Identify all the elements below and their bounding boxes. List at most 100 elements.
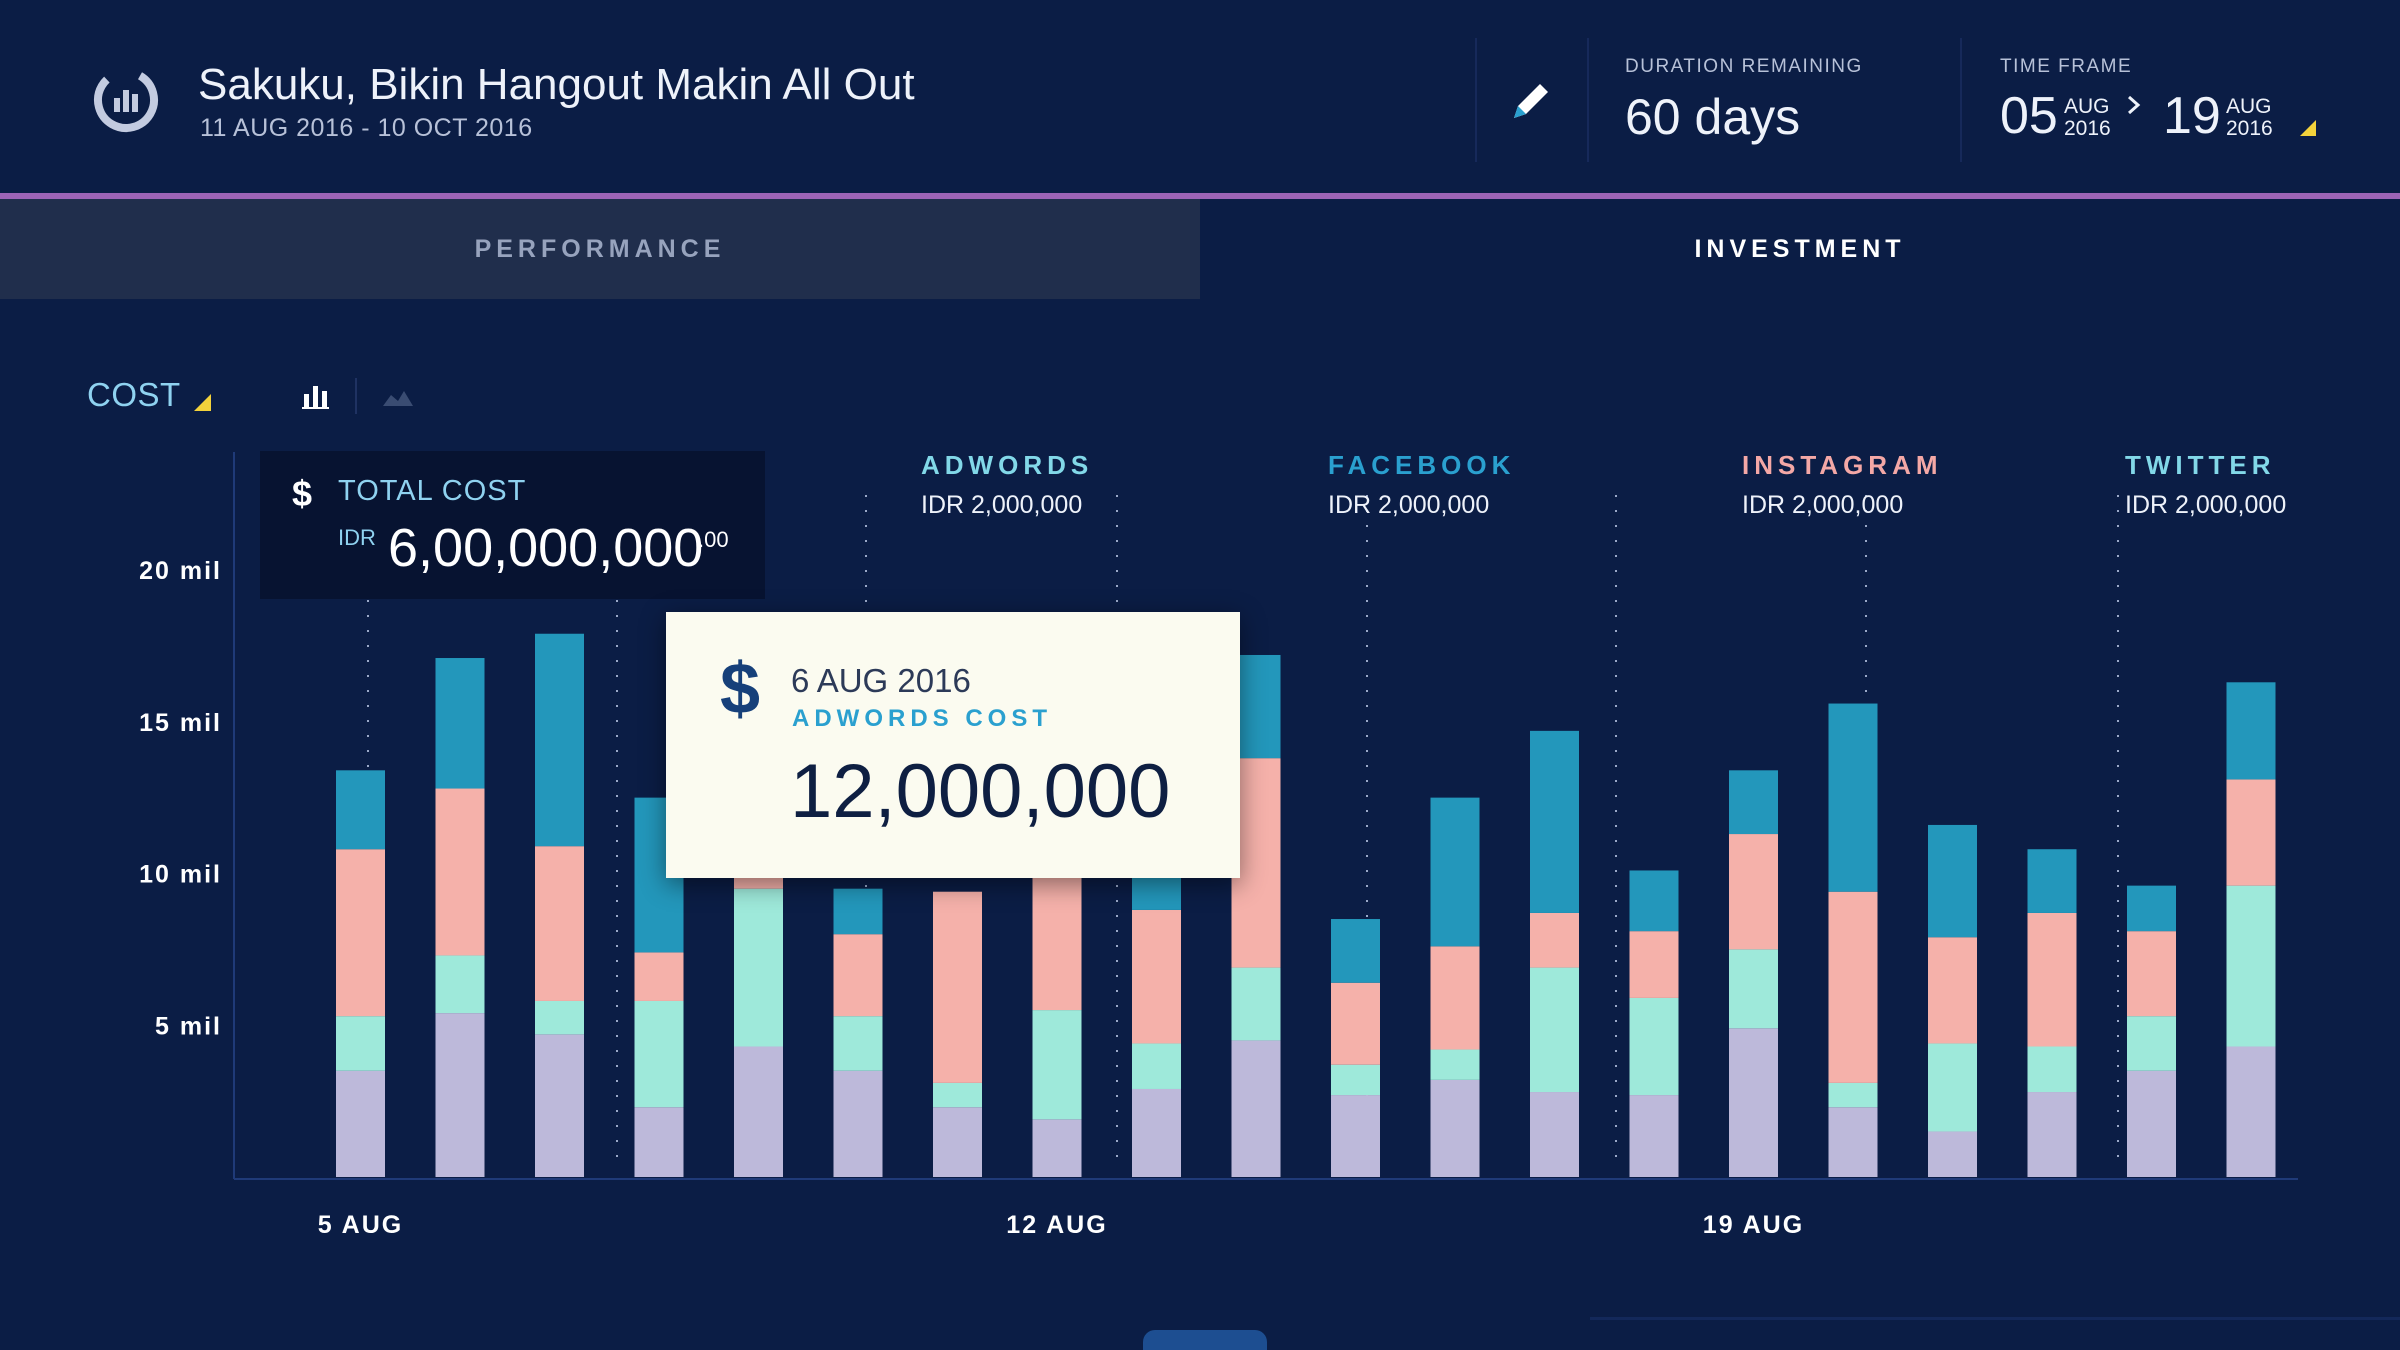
tooltip-label: ADWORDS COST [792, 705, 1052, 732]
bar-segment[interactable] [1331, 919, 1380, 983]
caret-icon[interactable] [194, 394, 211, 411]
bar-segment[interactable] [1132, 1088, 1181, 1177]
bar-segment[interactable] [535, 1034, 584, 1177]
bar-segment[interactable] [336, 770, 385, 850]
bar-segment[interactable] [1430, 797, 1480, 947]
bar-segment[interactable] [1629, 1095, 1679, 1177]
bar-segment[interactable] [933, 1082, 982, 1108]
bar-segment[interactable] [933, 1107, 982, 1177]
bar-segment[interactable] [634, 1107, 684, 1177]
bar-segment[interactable] [1331, 982, 1380, 1065]
tab-investment[interactable]: INVESTMENT [1200, 199, 2400, 299]
tooltip-date: 6 AUG 2016 [791, 662, 971, 699]
bar-segment[interactable] [1132, 909, 1181, 1044]
bar-segment[interactable] [2226, 885, 2276, 1047]
bar-segment[interactable] [734, 1046, 783, 1177]
total-cost-value: 6,00,000,000 [388, 518, 704, 578]
bar-segment[interactable] [435, 658, 485, 789]
bar-segment[interactable] [734, 876, 783, 889]
bar-segment[interactable] [1530, 730, 1579, 913]
bar-segment[interactable] [1032, 1010, 1082, 1120]
bar-segment[interactable] [2226, 779, 2276, 886]
total-cost-label: TOTAL COST [338, 475, 527, 507]
tab-performance[interactable]: PERFORMANCE [0, 199, 1200, 299]
bar-segment[interactable] [2027, 1092, 2077, 1177]
bar-segment[interactable] [1729, 1028, 1778, 1177]
bar-segment[interactable] [1828, 891, 1878, 1083]
bar-segment[interactable] [2027, 912, 2077, 1047]
bar-segment[interactable] [2226, 682, 2276, 780]
bar-segment[interactable] [1032, 1119, 1082, 1177]
bar-segment[interactable] [1530, 967, 1579, 1093]
bar-segment[interactable] [1928, 1131, 1977, 1177]
bar-segment[interactable] [833, 934, 883, 1017]
bar-segment[interactable] [2127, 885, 2176, 932]
bar-segment[interactable] [1828, 1082, 1878, 1108]
bar-segment[interactable] [1729, 834, 1778, 950]
bar-segment[interactable] [1430, 1049, 1480, 1080]
bar-segment[interactable] [1430, 1079, 1480, 1177]
bar-segment[interactable] [1729, 770, 1778, 835]
bar-segment[interactable] [435, 788, 485, 956]
bar-segment[interactable] [734, 888, 783, 1047]
bar-segment[interactable] [2127, 1016, 2176, 1071]
bar-segment[interactable] [535, 846, 584, 1001]
timeframe-end-year: 2016 [2226, 117, 2273, 140]
bar-segment[interactable] [435, 1013, 485, 1177]
bar-segment[interactable] [833, 888, 883, 935]
bar-segment[interactable] [1132, 1043, 1181, 1089]
bar-segment[interactable] [1231, 1040, 1281, 1177]
bar-segment[interactable] [1430, 946, 1480, 1050]
bar-segment[interactable] [634, 952, 684, 1001]
bar-segment[interactable] [1629, 870, 1679, 932]
bar-segment[interactable] [336, 849, 385, 1017]
x-tick-label: 12 AUG [1006, 1211, 1107, 1239]
campaign-date-range: 11 AUG 2016 - 10 OCT 2016 [200, 114, 533, 142]
bar-segment[interactable] [1928, 1043, 1977, 1132]
bar-segment[interactable] [1729, 949, 1778, 1029]
bar-segment[interactable] [2027, 1046, 2077, 1093]
bar-segment[interactable] [634, 1000, 684, 1108]
bar-segment[interactable] [2226, 1046, 2276, 1177]
bar-segment[interactable] [1530, 1092, 1579, 1177]
bar-segment[interactable] [833, 1016, 883, 1071]
bar-chart-icon[interactable] [296, 376, 336, 416]
bar-segment[interactable] [1032, 867, 1082, 1011]
bar-segment[interactable] [1331, 1095, 1380, 1177]
chevron-right-icon [2128, 95, 2141, 115]
bar-segment[interactable] [336, 1070, 385, 1177]
duration-label: DURATION REMAINING [1625, 56, 1863, 77]
bar-segment[interactable] [2127, 931, 2176, 1017]
bar-segment[interactable] [1928, 824, 1977, 938]
metric-dropdown[interactable]: COST [87, 376, 181, 413]
bar-segment[interactable] [1231, 967, 1281, 1041]
bar-segment[interactable] [2127, 1070, 2176, 1177]
timeframe-end-day[interactable]: 19 [2163, 87, 2221, 145]
bar-segment[interactable] [535, 633, 584, 847]
bar-segment[interactable] [833, 1070, 883, 1177]
bar-segment[interactable] [1629, 997, 1679, 1096]
bar-segment[interactable] [535, 1000, 584, 1035]
bar-segment[interactable] [1331, 1064, 1380, 1096]
bar-segment[interactable] [933, 891, 982, 1083]
x-tick-label: 5 AUG [318, 1211, 403, 1239]
caret-icon[interactable] [2300, 120, 2316, 136]
pencil-icon[interactable] [1500, 72, 1560, 132]
duration-value: 60 days [1625, 89, 1801, 145]
bar-segment[interactable] [1928, 937, 1977, 1044]
timeframe-end-month: AUG [2226, 95, 2272, 118]
bar-segment[interactable] [1828, 703, 1878, 892]
bar-segment[interactable] [435, 955, 485, 1014]
area-chart-icon[interactable] [378, 376, 418, 416]
platform-adwords-label: ADWORDS [921, 450, 1094, 480]
bar-segment[interactable] [1828, 1107, 1878, 1177]
bar-segment[interactable] [1629, 931, 1679, 998]
timeframe-start-year: 2016 [2064, 117, 2111, 140]
bar-segment[interactable] [336, 1016, 385, 1071]
bar-segment[interactable] [2027, 849, 2077, 913]
scroll-handle[interactable] [1143, 1330, 1267, 1350]
x-tick-label: 19 AUG [1703, 1211, 1804, 1239]
campaign-title: Sakuku, Bikin Hangout Makin All Out [198, 60, 915, 109]
timeframe-start-day[interactable]: 05 [2000, 87, 2058, 145]
bar-segment[interactable] [1530, 912, 1579, 968]
